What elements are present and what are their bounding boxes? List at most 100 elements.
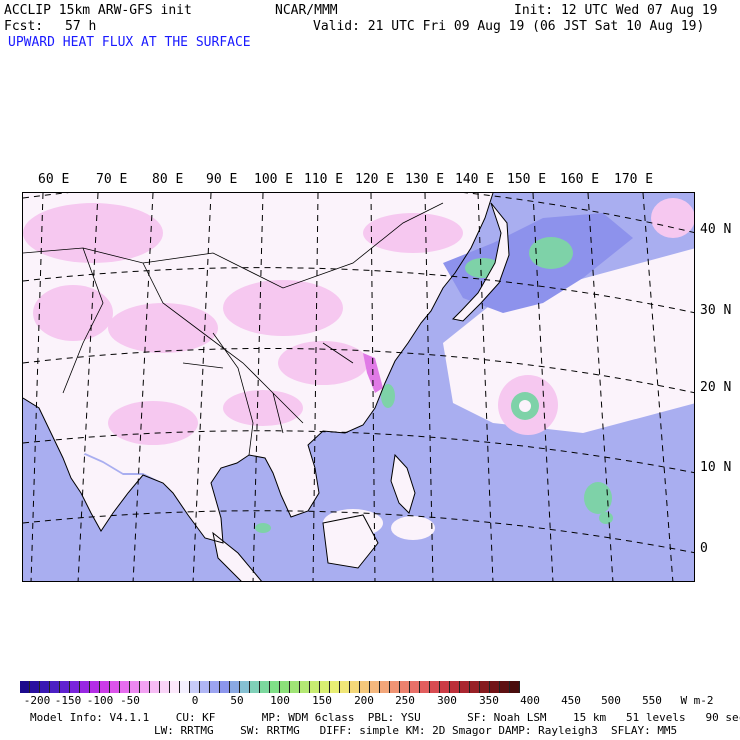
colorbar-swatch bbox=[200, 681, 210, 693]
colorbar-swatch bbox=[500, 681, 510, 693]
colorbar-swatch bbox=[240, 681, 250, 693]
pink-region bbox=[363, 213, 463, 253]
colorbar-tick-label: 250 bbox=[395, 694, 415, 707]
colorbar-swatch bbox=[70, 681, 80, 693]
asia-landmass bbox=[23, 193, 493, 543]
model-info-line1: Model Info: V4.1.1 CU: KF MP: WDM 6class… bbox=[30, 711, 740, 724]
philippines bbox=[390, 453, 416, 514]
lat-label: 40 N bbox=[700, 222, 732, 237]
colorbar-swatch bbox=[360, 681, 370, 693]
colorbar-tick-label: 300 bbox=[437, 694, 457, 707]
colorbar-swatch bbox=[450, 681, 460, 693]
colorbar-swatch bbox=[20, 681, 30, 693]
lon-label: 100 E bbox=[254, 172, 294, 187]
map-canvas bbox=[23, 193, 694, 581]
colorbar-swatch bbox=[370, 681, 380, 693]
colorbar-tick-label: 100 bbox=[270, 694, 290, 707]
colorbar-unit: W m-2 bbox=[680, 694, 714, 707]
colorbar bbox=[20, 681, 520, 693]
field-title: UPWARD HEAT FLUX AT THE SURFACE bbox=[8, 35, 251, 50]
lon-label: 160 E bbox=[560, 172, 600, 187]
colorbar-swatch bbox=[400, 681, 410, 693]
lat-label: 0 bbox=[700, 541, 708, 556]
colorbar-swatch bbox=[460, 681, 470, 693]
colorbar-swatch bbox=[320, 681, 330, 693]
asia-coastline bbox=[23, 193, 494, 544]
lon-label: 90 E bbox=[206, 172, 238, 187]
pink-region bbox=[108, 401, 198, 445]
lat-label: 30 N bbox=[700, 303, 732, 318]
lon-label: 80 E bbox=[152, 172, 184, 187]
pink-region bbox=[23, 203, 163, 263]
colorbar-tick-label: 500 bbox=[601, 694, 621, 707]
colorbar-swatch bbox=[50, 681, 60, 693]
equatorial-flux bbox=[599, 512, 613, 524]
equatorial-flux bbox=[255, 523, 271, 533]
colorbar-swatch bbox=[110, 681, 120, 693]
colorbar-swatch bbox=[270, 681, 280, 693]
colorbar-swatch bbox=[490, 681, 500, 693]
colorbar-swatch bbox=[260, 681, 270, 693]
colorbar-tick-label: -100 bbox=[86, 694, 114, 707]
high-flux-green bbox=[529, 237, 573, 269]
header-center: NCAR/MMM bbox=[275, 3, 338, 18]
colorbar-swatch bbox=[130, 681, 140, 693]
colorbar-tick-label: -150 bbox=[54, 694, 82, 707]
country-borders bbox=[23, 202, 444, 456]
colorbar-swatch bbox=[160, 681, 170, 693]
borneo bbox=[322, 514, 379, 569]
typhoon-eye bbox=[519, 400, 531, 412]
header-init: Init: 12 UTC Wed 07 Aug 19 bbox=[514, 3, 718, 18]
colorbar-swatch bbox=[310, 681, 320, 693]
header-fcst-value: 57 h bbox=[65, 19, 97, 34]
lon-label: 70 E bbox=[96, 172, 128, 187]
colorbar-swatch bbox=[440, 681, 450, 693]
india-peninsula bbox=[63, 455, 143, 531]
heat-flux-map bbox=[22, 192, 695, 582]
model-info-line2: LW: RRTMG SW: RRTMG DIFF: simple KM: 2D … bbox=[154, 724, 678, 737]
japan-islands bbox=[451, 202, 510, 322]
header-fcst-label: Fcst: bbox=[4, 19, 44, 34]
colorbar-swatch bbox=[420, 681, 430, 693]
colorbar-tick-label: 50 bbox=[230, 694, 244, 707]
pink-region bbox=[33, 285, 113, 341]
header-model: ACCLIP 15km ARW-GFS init bbox=[4, 3, 192, 18]
taiwan-flux bbox=[381, 384, 395, 408]
colorbar-swatch bbox=[120, 681, 130, 693]
colorbar-swatch bbox=[90, 681, 100, 693]
sumatra bbox=[212, 531, 262, 581]
colorbar-swatch bbox=[350, 681, 360, 693]
colorbar-swatch bbox=[230, 681, 240, 693]
lat-label: 10 N bbox=[700, 460, 732, 475]
colorbar-swatch bbox=[280, 681, 290, 693]
colorbar-swatch bbox=[510, 681, 520, 693]
lon-label: 60 E bbox=[38, 172, 70, 187]
lon-label: 110 E bbox=[304, 172, 344, 187]
colorbar-swatch bbox=[470, 681, 480, 693]
lon-label: 170 E bbox=[614, 172, 654, 187]
header-valid: Valid: 21 UTC Fri 09 Aug 19 (06 JST Sat … bbox=[313, 19, 705, 34]
colorbar-tick-label: 0 bbox=[191, 694, 199, 707]
colorbar-swatch bbox=[40, 681, 50, 693]
pink-region bbox=[651, 198, 694, 238]
lon-label: 130 E bbox=[405, 172, 445, 187]
colorbar-swatch bbox=[390, 681, 400, 693]
colorbar-tick-label: -200 bbox=[23, 694, 51, 707]
colorbar-swatch bbox=[30, 681, 40, 693]
lat-label: 20 N bbox=[700, 380, 732, 395]
colorbar-swatch bbox=[190, 681, 200, 693]
colorbar-tick-label: 150 bbox=[312, 694, 332, 707]
pink-region bbox=[223, 390, 303, 426]
colorbar-swatch bbox=[180, 681, 190, 693]
lon-label: 140 E bbox=[455, 172, 495, 187]
colorbar-swatch bbox=[220, 681, 230, 693]
lon-label: 150 E bbox=[507, 172, 547, 187]
colorbar-tick-label: 450 bbox=[561, 694, 581, 707]
colorbar-tick-label: 350 bbox=[479, 694, 499, 707]
colorbar-swatch bbox=[140, 681, 150, 693]
colorbar-swatch bbox=[330, 681, 340, 693]
pale-ocean bbox=[391, 516, 435, 540]
colorbar-tick-label: 550 bbox=[642, 694, 662, 707]
colorbar-labels: -200 -150 -100 -50 0 50 100 150 200 250 … bbox=[0, 694, 740, 708]
colorbar-swatch bbox=[80, 681, 90, 693]
